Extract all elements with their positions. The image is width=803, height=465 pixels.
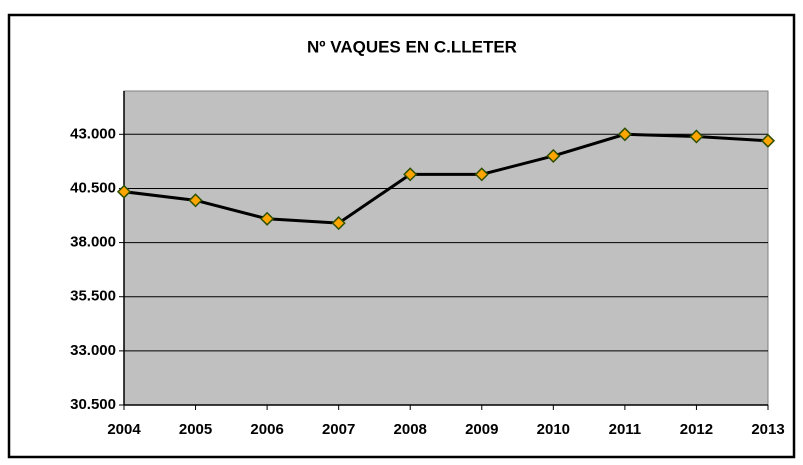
line-series: [123, 132, 769, 225]
x-tick-label: 2009: [465, 421, 498, 438]
x-tick-label: 2008: [394, 421, 427, 438]
x-tick-label: 2010: [537, 421, 570, 438]
y-tick-label: 40.500: [70, 179, 116, 196]
y-tick-label: 30.500: [70, 396, 116, 413]
y-tick-label: 35.500: [70, 288, 116, 305]
x-tick-label: 2004: [107, 421, 141, 438]
marker: [546, 148, 561, 164]
marker: [260, 211, 275, 226]
marker: [760, 133, 776, 148]
x-tick-label: 2013: [751, 421, 784, 438]
x-tick-label: 2012: [680, 421, 713, 438]
plot-area: [123, 90, 769, 406]
marker: [403, 167, 418, 182]
marker: [689, 129, 704, 144]
x-tick-label: 2006: [250, 421, 283, 438]
marker: [474, 167, 489, 182]
marker: [331, 216, 346, 231]
y-tick-label: 33.000: [70, 342, 116, 359]
x-tick-label: 2011: [609, 421, 642, 438]
x-tick-label: 2005: [179, 421, 212, 438]
y-tick-label: 38.000: [70, 234, 116, 251]
marker: [617, 127, 632, 142]
x-tick-label: 2007: [322, 421, 355, 438]
marker: [116, 184, 132, 199]
marker: [188, 193, 203, 208]
chart-title: Nº VAQUES EN C.LLETER: [307, 37, 517, 56]
y-tick-label: 43.000: [70, 125, 116, 142]
